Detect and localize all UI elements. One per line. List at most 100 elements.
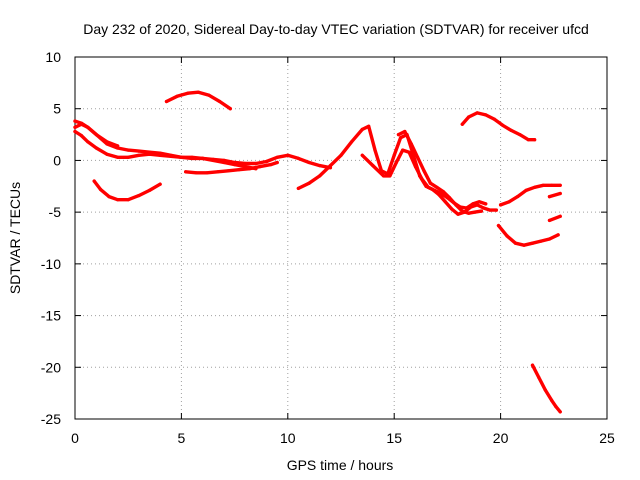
- data-point: [184, 170, 188, 174]
- x-tick-label: 15: [386, 430, 402, 446]
- data-point: [137, 194, 141, 198]
- data-point: [350, 140, 354, 144]
- data-point: [339, 153, 343, 157]
- data-point: [499, 203, 503, 207]
- data-point: [92, 179, 96, 183]
- data-point: [456, 212, 460, 216]
- data-point: [392, 153, 396, 157]
- y-axis-label: SDTVAR / TECUs: [7, 182, 23, 294]
- data-point: [547, 218, 552, 222]
- data-point: [137, 149, 141, 153]
- x-tick-label: 5: [178, 430, 186, 446]
- grid: [75, 57, 607, 419]
- data-point: [505, 234, 509, 238]
- data-point: [526, 138, 530, 142]
- data-point: [307, 160, 311, 165]
- data-point: [105, 152, 109, 156]
- series-line-arc-13: [530, 363, 562, 414]
- data-point: [318, 174, 322, 178]
- data-point: [473, 210, 477, 214]
- data-point: [318, 164, 322, 168]
- series-line-arc-8: [360, 148, 488, 210]
- x-tick-label: 0: [71, 430, 79, 446]
- data-point: [254, 161, 258, 166]
- data-point: [164, 99, 169, 104]
- data-point: [367, 124, 371, 128]
- y-tick-label: -15: [41, 308, 61, 324]
- data-point: [484, 202, 488, 206]
- data-point: [388, 174, 392, 178]
- data-point: [269, 163, 273, 167]
- data-point: [550, 398, 554, 402]
- data-point: [524, 188, 528, 192]
- data-point: [530, 363, 535, 367]
- data-point: [328, 164, 332, 168]
- data-point: [420, 177, 424, 181]
- data-point: [435, 185, 439, 189]
- x-tick-label: 20: [493, 430, 509, 446]
- data-point: [467, 115, 471, 119]
- data-point: [479, 209, 483, 213]
- data-point: [194, 171, 198, 175]
- y-tick-label: 0: [53, 152, 61, 168]
- data-point: [475, 111, 479, 115]
- data-point: [407, 150, 411, 154]
- data-point: [537, 376, 541, 380]
- data-point: [360, 153, 364, 157]
- data-point: [482, 206, 486, 210]
- data-point: [137, 153, 141, 157]
- y-tick-label: -25: [41, 411, 61, 427]
- data-point: [296, 186, 300, 190]
- data-point: [454, 203, 458, 207]
- data-point: [275, 160, 279, 165]
- data-point: [447, 196, 452, 200]
- data-point: [307, 181, 311, 185]
- data-point: [196, 90, 200, 94]
- data-point: [513, 241, 518, 245]
- data-point: [275, 155, 279, 159]
- series-line-arc-10: [460, 111, 537, 142]
- data-point: [460, 122, 464, 126]
- data-point: [422, 169, 426, 173]
- data-point: [105, 140, 109, 144]
- data-point: [501, 123, 505, 127]
- data-point: [507, 200, 511, 204]
- data-point: [539, 239, 543, 243]
- series-line-arc-7: [296, 124, 498, 216]
- data-point: [550, 183, 554, 187]
- y-tick-label: 5: [53, 101, 61, 117]
- x-axis-label: GPS time / hours: [287, 457, 394, 473]
- series-line-arc-14: [547, 191, 562, 199]
- data-point: [73, 125, 77, 129]
- series-group: [73, 90, 562, 414]
- data-point: [494, 208, 498, 212]
- data-point: [467, 211, 471, 215]
- data-point: [547, 237, 552, 241]
- y-tick-label: 10: [45, 49, 61, 65]
- data-point: [201, 156, 205, 160]
- data-point: [403, 129, 407, 134]
- data-point: [79, 134, 83, 138]
- data-point: [190, 156, 194, 160]
- data-point: [228, 107, 232, 111]
- data-point: [107, 195, 111, 199]
- x-tick-label: 25: [599, 430, 615, 446]
- data-point: [175, 94, 179, 98]
- data-point: [186, 91, 190, 95]
- data-point: [94, 146, 98, 150]
- data-point: [94, 133, 98, 137]
- data-point: [147, 152, 152, 156]
- data-point: [416, 155, 420, 159]
- data-point: [86, 125, 90, 129]
- data-point: [413, 165, 418, 169]
- data-point: [126, 155, 130, 159]
- data-point: [516, 195, 520, 199]
- y-tick-label: -20: [41, 359, 61, 375]
- data-point: [226, 169, 230, 173]
- data-point: [264, 159, 269, 164]
- data-point: [443, 200, 447, 204]
- plot-frame: [74, 56, 608, 420]
- series-line-arc-6: [184, 160, 279, 175]
- data-point: [492, 117, 496, 121]
